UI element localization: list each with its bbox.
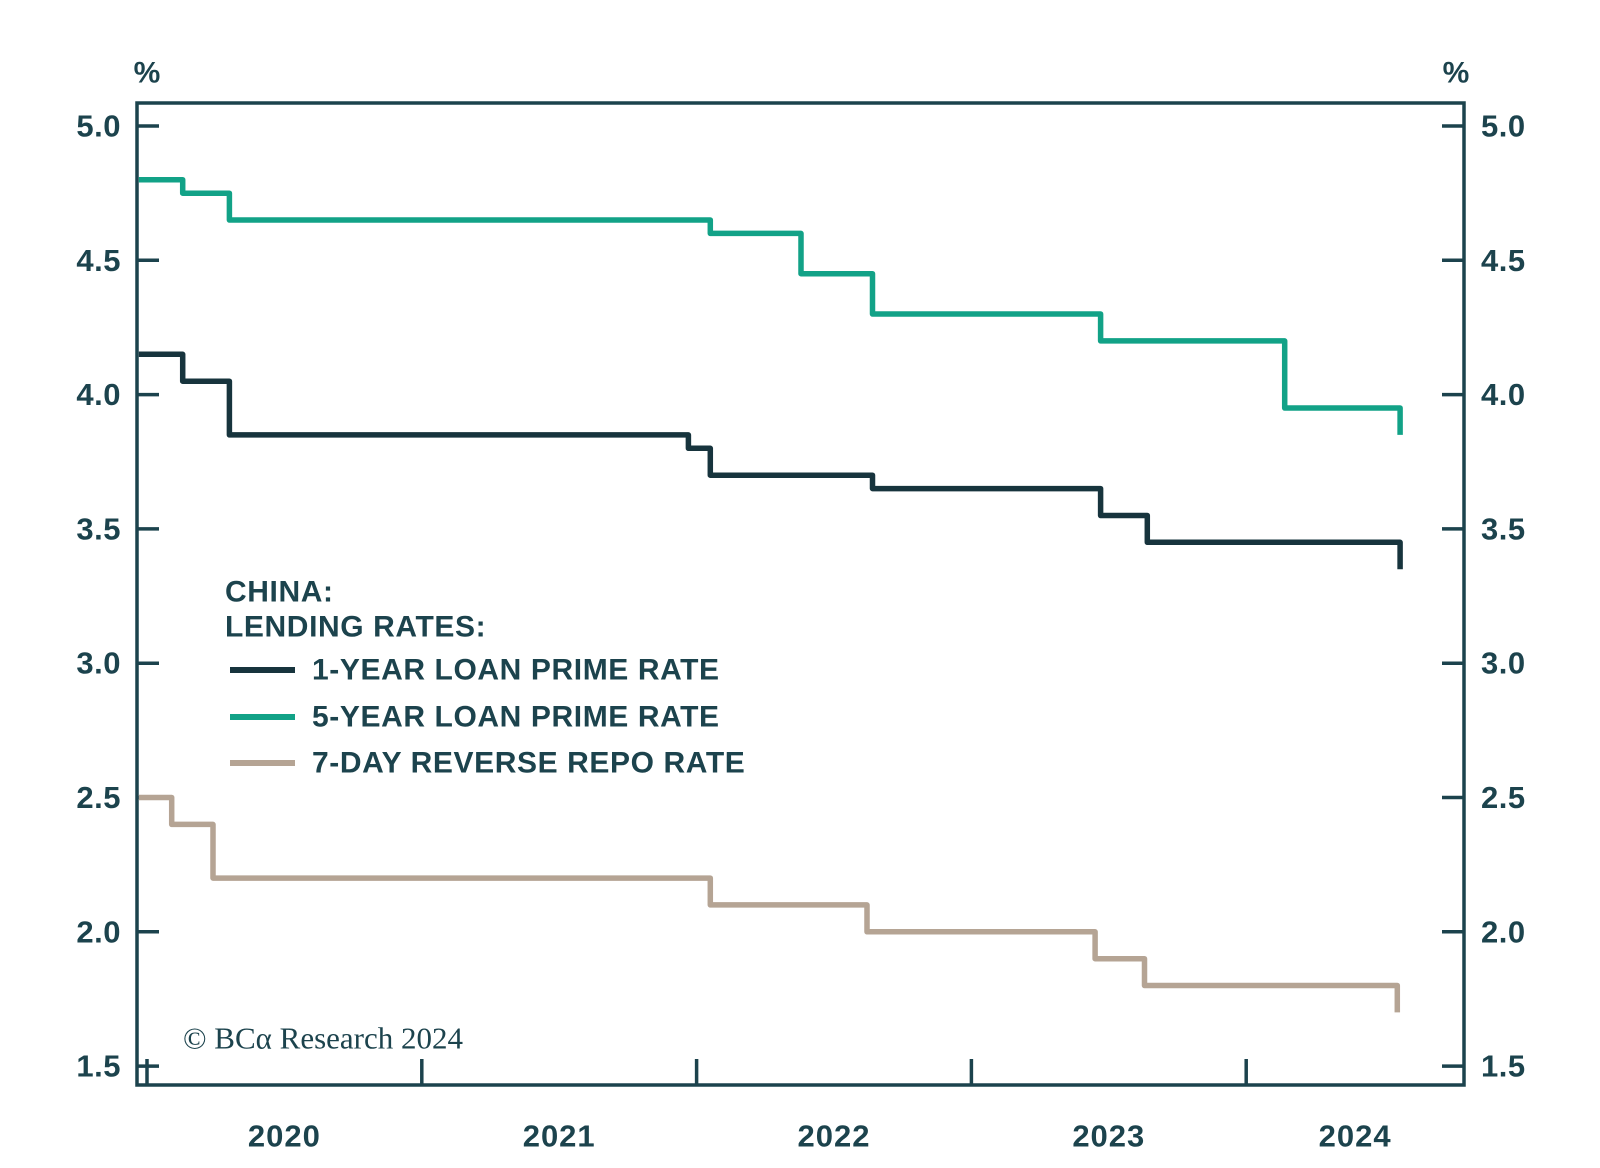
y-tick-label-left-4.0: 4.0 [76,377,121,412]
x-tick-label-2024: 2024 [1319,1119,1392,1154]
copyright-note: © BCα Research 2024 [183,1021,463,1056]
y-tick-label-left-3.0: 3.0 [76,646,121,681]
chart-generated-layer: 5.0 5.0 4.5 4.5 4.0 4.0 3.5 3.5 3.0 3.0 2.5 2.5 2.0 2… [76,101,1526,1154]
legend-label-7-day-reverse-repo-rate: 7-DAY REVERSE REPO RATE [312,747,745,780]
legend-label-1-year-loan-prime-rate: 1-YEAR LOAN PRIME RATE [312,654,720,687]
series-line-5-year-loan-prime-rate [138,176,1403,435]
x-tick-label-2023: 2023 [1072,1119,1145,1154]
x-tick-label-2020: 2020 [248,1119,321,1154]
legend: CHINA: LENDING RATES: 1-YEAR LOAN PRIME … [225,576,745,780]
y-tick-label-left-1.5: 1.5 [76,1049,121,1084]
y-tick-label-left-3.5: 3.5 [76,511,121,546]
y-tick-label-left-5.0: 5.0 [76,109,121,144]
y-tick-label-right-4.5: 4.5 [1481,243,1526,278]
y-tick-label-right-3.5: 3.5 [1481,511,1526,546]
y-axis-unit-right: % [1443,57,1470,90]
y-tick-label-right-1.5: 1.5 [1481,1049,1526,1084]
y-tick-label-right-3.0: 3.0 [1481,646,1526,681]
x-tick-label-2021: 2021 [523,1119,596,1154]
series-line-7-day-reverse-repo-rate [138,794,1401,1013]
legend-label-5-year-loan-prime-rate: 5-YEAR LOAN PRIME RATE [312,701,720,734]
legend-title-line-1: CHINA: [225,576,334,609]
y-tick-label-right-2.5: 2.5 [1481,780,1526,815]
y-tick-label-left-2.0: 2.0 [76,914,121,949]
y-tick-label-left-2.5: 2.5 [76,780,121,815]
y-tick-label-right-4.0: 4.0 [1481,377,1526,412]
plot-frame [135,101,1466,1087]
y-tick-label-right-2.0: 2.0 [1481,914,1526,949]
y-tick-label-left-4.5: 4.5 [76,243,121,278]
legend-title-line-2: LENDING RATES: [225,611,486,644]
y-axis-unit-left: % [134,57,161,90]
x-tick-label-2022: 2022 [798,1119,871,1154]
y-tick-label-right-5.0: 5.0 [1481,109,1526,144]
series-line-1-year-loan-prime-rate [138,351,1403,570]
